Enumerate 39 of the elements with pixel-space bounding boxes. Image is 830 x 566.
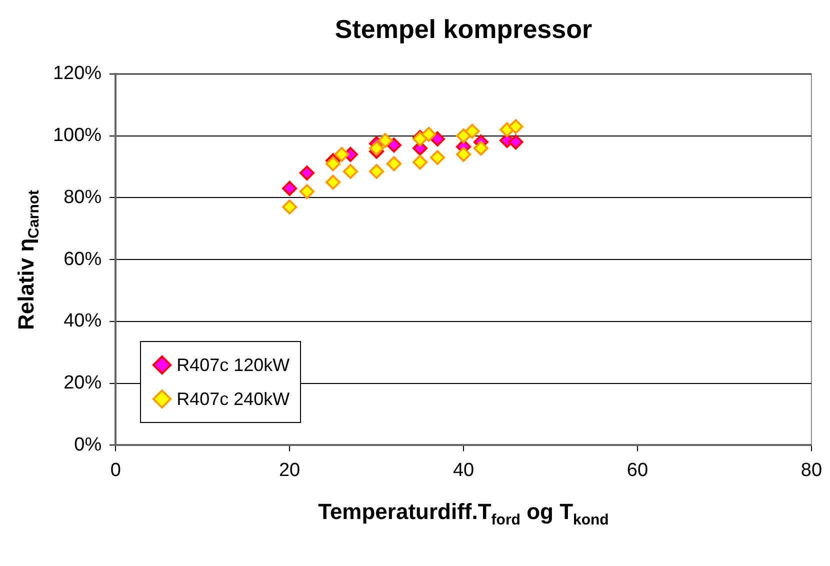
point (299, 165, 314, 180)
point (456, 146, 472, 162)
chart-title: Stempel kompressor (334, 14, 592, 45)
x-tick-label: 40 (452, 460, 474, 481)
y-tick-label: 60% (64, 248, 102, 270)
point (508, 134, 524, 150)
point (369, 140, 384, 156)
x-tick-label: 0 (110, 460, 121, 481)
y-tick-label: 20% (64, 372, 102, 394)
y-tick-label: 0% (74, 434, 102, 456)
point (386, 156, 402, 172)
y-tick-label: 40% (64, 310, 102, 332)
x-axis-title: Temperaturdiff.T$_{ford}$ og T$_{kond}$ (318, 499, 609, 529)
point (299, 184, 314, 200)
point (473, 140, 488, 156)
point (412, 154, 428, 170)
y-tick-label: 80% (64, 186, 102, 208)
point (282, 180, 298, 196)
x-tick-label: 20 (278, 460, 300, 481)
point (421, 126, 436, 142)
point (430, 131, 445, 146)
y-tick-label: 120% (52, 63, 102, 84)
x-tick-label: 60 (626, 460, 648, 481)
point (464, 124, 480, 139)
point (342, 164, 358, 179)
point (508, 119, 524, 134)
legend-label: R407c 120kW (176, 354, 290, 376)
y-tick-label: 100% (52, 125, 102, 146)
point (378, 133, 393, 148)
point (282, 200, 298, 215)
point (326, 156, 341, 172)
point (430, 150, 445, 166)
point (326, 174, 341, 190)
point (456, 128, 472, 144)
point (369, 164, 384, 179)
legend-label: R407c 240kW (176, 388, 290, 410)
point (386, 138, 402, 153)
point (334, 146, 350, 162)
x-tick-label: 80 (800, 460, 822, 481)
